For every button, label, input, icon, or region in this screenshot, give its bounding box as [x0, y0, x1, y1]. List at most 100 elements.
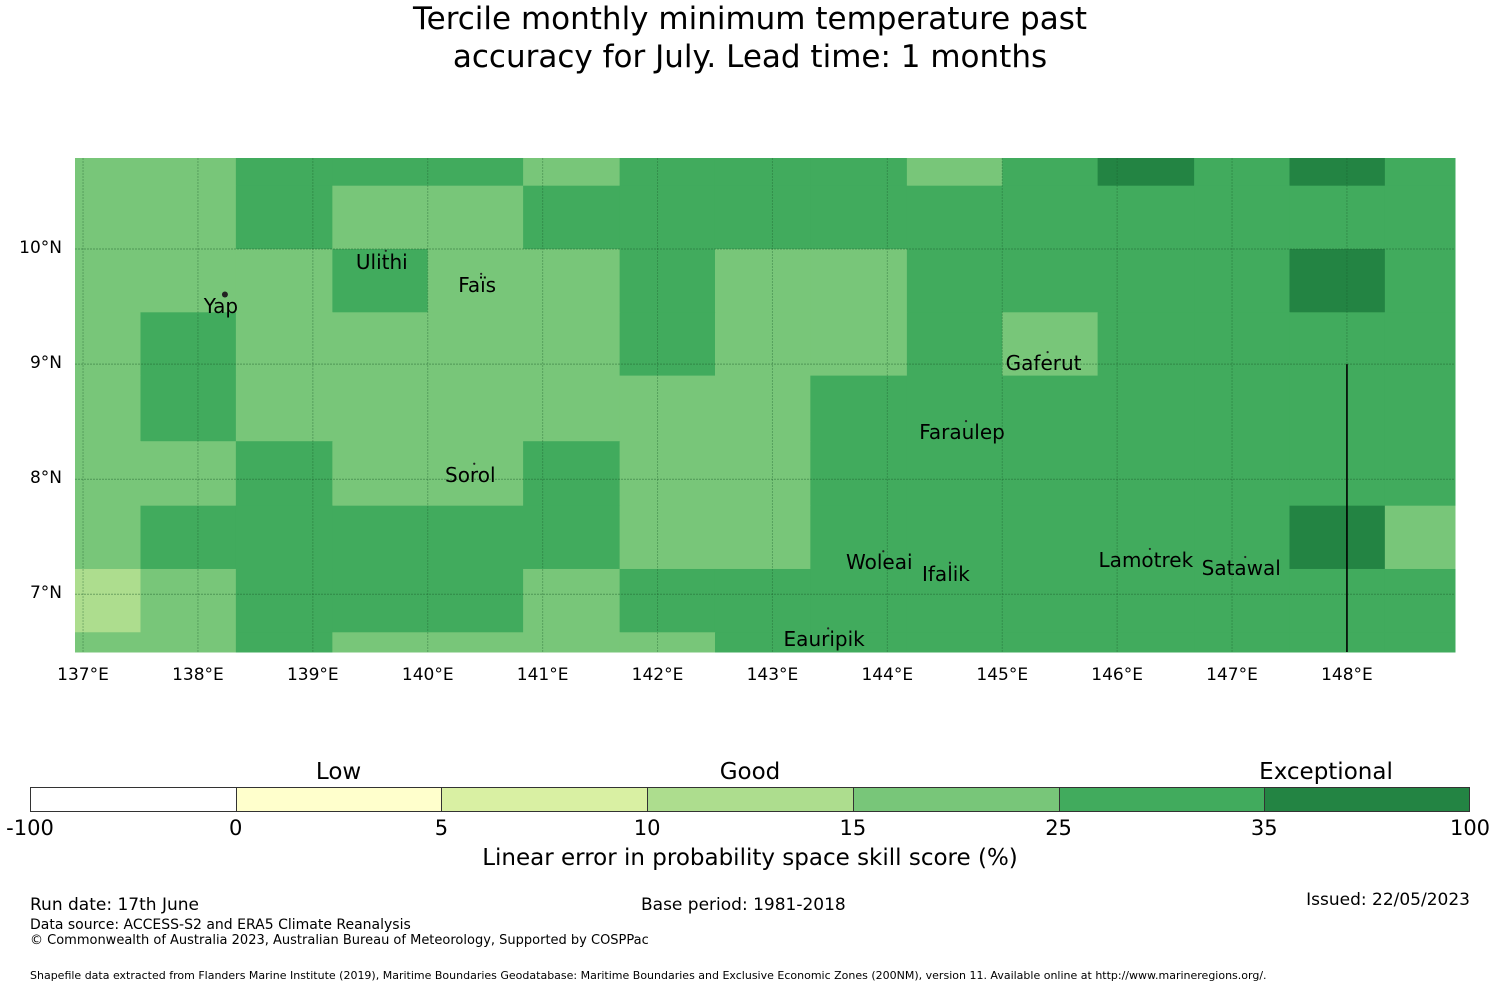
skill-cell: [1002, 249, 1099, 313]
skill-cell: [1384, 505, 1456, 570]
colorbar-tick-label: 0: [229, 816, 243, 840]
skill-cell: [1194, 505, 1290, 570]
skill-cell: [75, 505, 141, 570]
skill-cell: [75, 158, 141, 187]
skill-cell: [810, 185, 908, 250]
x-tick-label: 146°E: [1091, 665, 1143, 685]
copyright: © Commonwealth of Australia 2023, Austra…: [30, 933, 649, 948]
skill-cell: [810, 312, 908, 377]
colorbar-bin: [852, 787, 1059, 812]
island-marker: [1244, 555, 1247, 559]
skill-cell: [427, 632, 524, 653]
x-tick-label: 139°E: [286, 665, 339, 685]
island-label: Satawal: [1201, 555, 1281, 580]
skill-cell: [1097, 185, 1195, 250]
skill-cell: [714, 185, 811, 250]
skill-cell: [810, 158, 908, 187]
skill-cell: [1097, 441, 1195, 507]
skill-cell: [1289, 185, 1386, 250]
skill-cell: [235, 441, 333, 507]
skill-cell: [619, 375, 716, 442]
skill-cell: [235, 505, 333, 570]
island-label: Ifalik: [921, 561, 970, 586]
x-tick-label: 144°E: [861, 665, 914, 685]
skill-cell: [140, 505, 237, 570]
title-line-2: accuracy for July. Lead time: 1 months: [452, 39, 1048, 75]
skill-cell: [75, 632, 141, 653]
skill-grid-cells: [75, 158, 1456, 653]
colorbar-bin: [1264, 787, 1470, 812]
skill-cell: [332, 158, 429, 187]
island-marker: [384, 249, 387, 252]
colorbar-tick-label: 35: [1250, 816, 1278, 840]
skill-cell: [1384, 632, 1456, 653]
skill-cell: [427, 185, 524, 250]
colorbar-tick-label: 100: [1449, 816, 1491, 840]
skill-cell: [1097, 568, 1195, 633]
skill-cell: [1289, 375, 1386, 442]
skill-cell: [906, 632, 1003, 653]
skill-cell: [810, 568, 908, 633]
colorbar-label: Linear error in probability space skill …: [482, 845, 1018, 871]
island-marker: [221, 291, 228, 298]
skill-cell: [619, 568, 716, 633]
island-marker: [1148, 547, 1151, 551]
skill-cell: [619, 185, 716, 250]
skill-cell: [427, 568, 524, 633]
skill-cell: [1194, 632, 1290, 653]
skill-cell: [140, 312, 237, 377]
island-marker: [964, 420, 968, 423]
skill-cell: [332, 505, 429, 570]
skill-cell: [140, 632, 237, 653]
skill-cell: [619, 505, 716, 570]
skill-cell: [906, 185, 1003, 250]
skill-cell: [1289, 158, 1386, 187]
skill-cell: [1289, 441, 1386, 507]
skill-cell: [714, 505, 811, 570]
skill-cell: [1384, 441, 1456, 507]
island-label: Ulithi: [355, 249, 408, 274]
skill-cell: [427, 312, 524, 377]
skill-cell: [75, 185, 141, 250]
skill-cell: [332, 249, 429, 313]
skill-cell: [235, 158, 333, 187]
skill-cell: [714, 568, 811, 633]
colorbar-bin: [441, 787, 648, 812]
skill-cell: [1289, 249, 1386, 313]
skill-cell: [523, 375, 621, 442]
colorbar-category-low: Low: [315, 759, 362, 785]
skill-cell: [75, 568, 141, 633]
shapefile-credit: Shapefile data extracted from Flanders M…: [30, 969, 1267, 982]
skill-cell: [1384, 158, 1456, 187]
skill-cell: [1097, 375, 1195, 442]
skill-cell: [1002, 632, 1099, 653]
x-tick-label: 148°E: [1321, 665, 1373, 685]
skill-cell: [427, 505, 524, 570]
island-marker: [948, 561, 952, 564]
skill-cell: [332, 441, 429, 507]
skill-cell: [1194, 375, 1290, 442]
skill-cell: [906, 375, 1003, 442]
skill-cell: [235, 249, 333, 313]
skill-cell: [1002, 185, 1099, 250]
skill-cell: [427, 158, 524, 187]
island-marker: [480, 272, 483, 275]
title-line-1: Tercile monthly minimum temperature past: [412, 1, 1088, 37]
skill-cell: [523, 312, 621, 377]
base-period: Base period: 1981-2018: [641, 895, 846, 915]
skill-cell: [1002, 505, 1099, 570]
x-tick-label: 142°E: [631, 665, 684, 685]
skill-cell: [714, 632, 811, 653]
skill-cell: [332, 375, 429, 442]
x-tick-label: 137°E: [57, 665, 109, 685]
island-marker: [473, 462, 476, 465]
colorbar-tick-label: -100: [6, 816, 54, 840]
skill-cell: [427, 249, 524, 313]
y-tick-label: 10°N: [19, 238, 62, 258]
colorbar-category-good: Good: [719, 759, 781, 785]
colorbar-bin: [1058, 787, 1265, 812]
skill-cell: [1384, 312, 1456, 377]
island-label: Lamotrek: [1098, 547, 1194, 572]
island-marker: [1046, 351, 1049, 354]
skill-cell: [523, 158, 621, 187]
